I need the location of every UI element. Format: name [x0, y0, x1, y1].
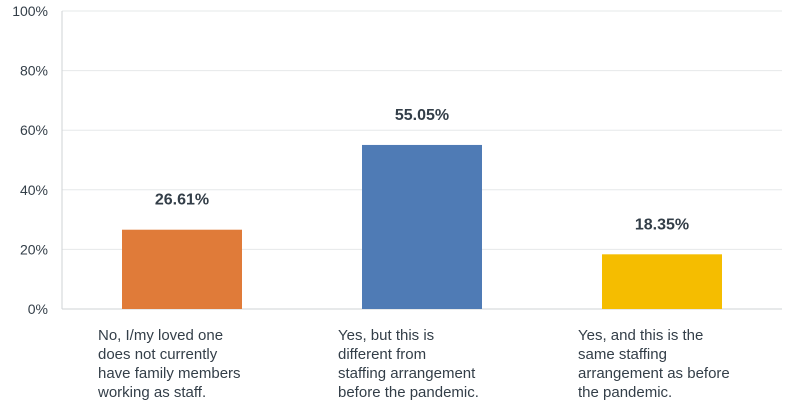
x-category-label: Yes, but this is different from staffing a…	[338, 326, 538, 402]
x-category-label-line: does not currently	[98, 346, 218, 363]
x-category-label-line: before the pandemic.	[338, 384, 479, 401]
x-category-label-line: working as staff.	[98, 384, 207, 401]
y-tick-label: 80%	[20, 63, 48, 79]
x-category-label-line: different from	[338, 346, 427, 363]
y-tick-label: 0%	[28, 301, 48, 317]
x-category-label-line: No, I/my loved one	[98, 327, 224, 344]
x-category-label-line: same staffing	[578, 346, 667, 363]
y-tick-label: 20%	[20, 241, 48, 257]
x-category-label-line: the pandemic.	[578, 384, 673, 401]
bar	[122, 229, 242, 309]
x-category-label-line: have family members	[98, 365, 241, 382]
y-tick-label: 100%	[12, 3, 48, 19]
x-category-label-line: Yes, but this is	[338, 327, 435, 344]
data-label: 26.61%	[155, 192, 209, 209]
x-category-label: No, I/my loved one does not currently have…	[98, 326, 298, 402]
data-label: 55.05%	[395, 107, 449, 124]
bar	[362, 144, 482, 309]
x-category-label-line: Yes, and this is the	[578, 327, 704, 344]
x-category-label-line: staffing arrangement	[338, 365, 476, 382]
bar	[602, 254, 722, 309]
data-label: 18.35%	[635, 216, 689, 233]
x-category-label-line: arrangement as before	[578, 365, 730, 382]
y-tick-label: 40%	[20, 182, 48, 198]
y-tick-label: 60%	[20, 122, 48, 138]
x-category-label: Yes, and this is the same staffing arrange…	[578, 326, 778, 402]
